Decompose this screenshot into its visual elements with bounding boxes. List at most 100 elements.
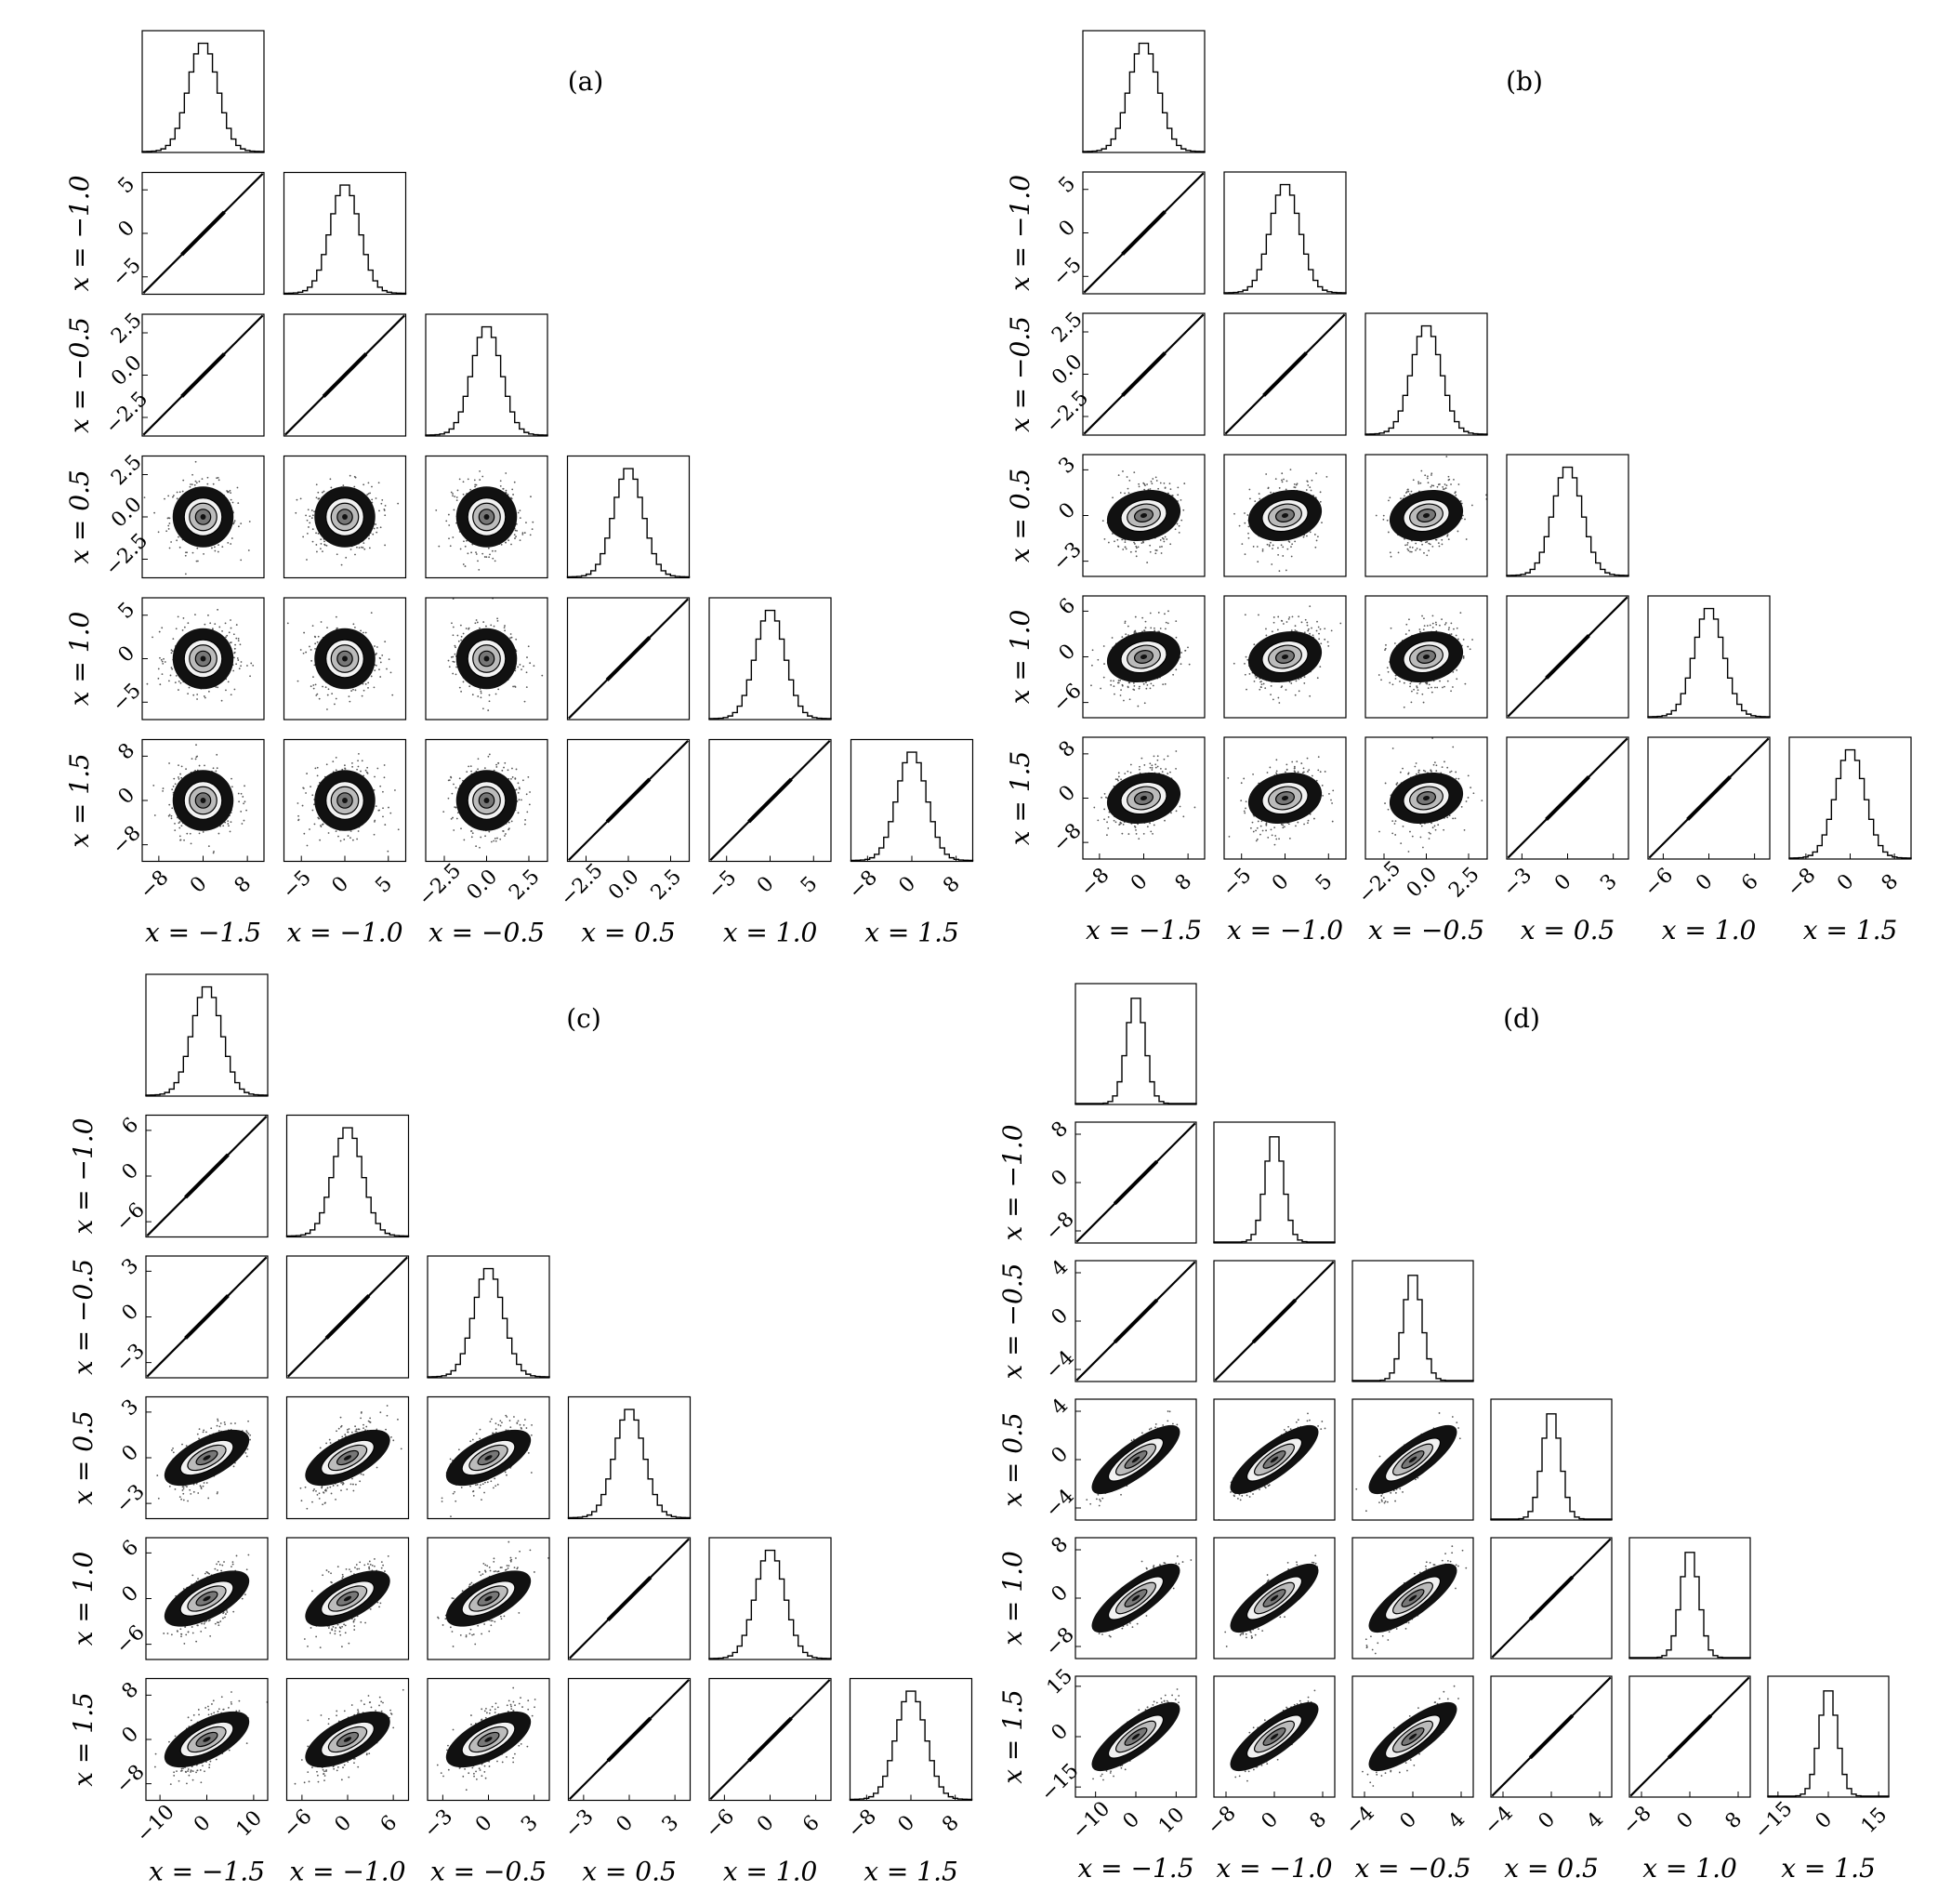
scatter-point	[1177, 486, 1180, 489]
scatter-point	[519, 664, 521, 666]
scatter-point	[361, 546, 363, 549]
scatter-point	[329, 478, 332, 481]
scatter-point	[204, 696, 206, 699]
scatter-point	[229, 641, 231, 644]
scatter-point	[180, 825, 183, 827]
scatter-point	[320, 826, 323, 827]
scatter-point	[1315, 539, 1318, 542]
scatter-point	[458, 777, 461, 780]
scatter-point	[364, 769, 367, 772]
scatter-point	[475, 551, 477, 554]
scatter-point	[384, 514, 387, 517]
scatter-point	[222, 825, 225, 827]
scatter-point	[177, 615, 179, 618]
scatter-point	[342, 484, 345, 486]
scatter-point	[1152, 478, 1154, 480]
scatter-point	[195, 744, 197, 747]
scatter-point	[310, 786, 311, 788]
scatter-point	[452, 655, 455, 658]
scatter-point	[481, 475, 484, 478]
x-axis-label: x = 1.5	[864, 918, 959, 948]
scatter-point	[515, 638, 518, 641]
scatter-point	[479, 846, 481, 849]
scatter-content	[1083, 172, 1205, 294]
y-axis-label: x = 1.0	[64, 612, 95, 707]
scatter-point	[1157, 487, 1160, 490]
scatter-point	[175, 628, 178, 630]
scatter-point	[524, 819, 526, 821]
scatter-point	[501, 769, 504, 772]
scatter-point	[475, 619, 478, 621]
scatter-point	[1154, 549, 1157, 551]
scatter-point	[1137, 546, 1140, 549]
scatter-point	[374, 775, 376, 778]
scatter-point	[513, 481, 516, 483]
scatter-point	[240, 522, 243, 524]
scatter-point	[454, 806, 456, 809]
scatter-point	[332, 760, 335, 763]
scatter-point	[153, 814, 156, 816]
scatter-point	[195, 756, 198, 759]
scatter-point	[1285, 569, 1287, 572]
scatter-point	[361, 760, 363, 762]
scatter-point	[380, 502, 383, 505]
scatter-point	[1163, 540, 1166, 543]
scatter-point	[178, 822, 180, 825]
scatter-point	[157, 668, 160, 670]
axes-frame	[425, 313, 548, 437]
scatter-point	[527, 645, 530, 648]
scatter-point	[372, 533, 375, 536]
scatter-point	[1180, 498, 1182, 501]
scatter-point	[522, 665, 524, 668]
scatter-point	[1129, 550, 1132, 553]
scatter-point	[1180, 519, 1183, 522]
scatter-point	[326, 694, 329, 696]
scatter-point	[246, 665, 248, 667]
contour-core	[483, 798, 490, 803]
scatter-point	[172, 638, 175, 641]
scatter-5-4: −5 0 5x = 1.0	[704, 738, 832, 948]
scatter-point	[218, 544, 219, 547]
scatter-point	[511, 488, 514, 491]
contour-core	[200, 655, 206, 662]
contour-core	[200, 514, 206, 520]
scatter-point	[475, 553, 478, 555]
scatter-point	[168, 813, 171, 816]
scatter-content	[568, 598, 689, 720]
scatter-point	[297, 819, 299, 822]
scatter-point	[348, 695, 350, 698]
x-tick-label: −8	[136, 866, 174, 905]
scatter-point	[171, 668, 174, 670]
scatter-point	[310, 659, 313, 662]
scatter-point	[167, 528, 170, 530]
scatter-point	[1261, 548, 1264, 550]
scatter-point	[455, 673, 457, 676]
scatter-point	[378, 656, 381, 659]
scatter-point	[181, 490, 184, 493]
scatter-point	[191, 758, 193, 760]
scatter-point	[1277, 554, 1280, 556]
scatter-point	[170, 817, 173, 820]
scatter-point	[456, 489, 459, 492]
scatter-point	[309, 645, 310, 648]
scatter-point	[519, 517, 521, 520]
scatter-point	[311, 528, 314, 531]
scatter-point	[312, 687, 315, 690]
panel-label: (b)	[1506, 66, 1543, 97]
scatter-point	[458, 686, 461, 689]
scatter-content	[1101, 470, 1186, 563]
scatter-content	[1375, 456, 1487, 558]
scatter-point	[397, 828, 400, 831]
axes-frame	[283, 313, 407, 437]
scatter-point	[484, 835, 486, 838]
scatter-point	[1164, 536, 1167, 538]
scatter-point	[331, 693, 334, 695]
scatter-point	[350, 690, 353, 692]
scatter-point	[1244, 522, 1246, 524]
scatter-point	[514, 529, 517, 532]
correlation-core	[747, 777, 793, 824]
scatter-point	[352, 623, 355, 626]
y-tick-label: −5	[1048, 253, 1087, 291]
scatter-point	[468, 628, 470, 630]
scatter-point	[435, 509, 438, 511]
